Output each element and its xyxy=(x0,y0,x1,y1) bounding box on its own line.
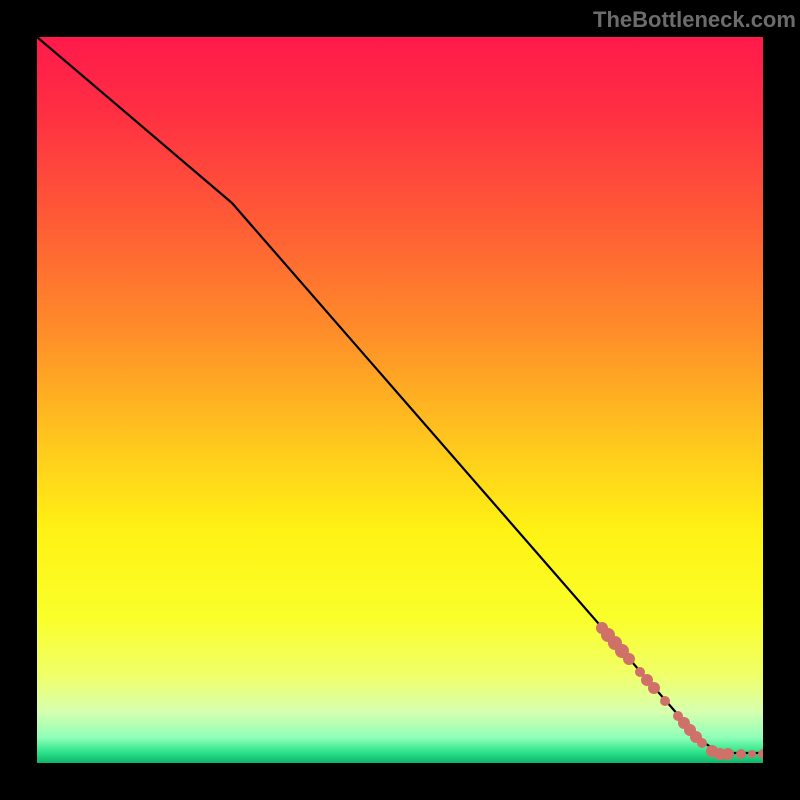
data-marker xyxy=(748,750,756,758)
data-marker xyxy=(623,653,635,665)
data-marker xyxy=(758,749,763,759)
data-marker xyxy=(736,749,746,759)
data-marker xyxy=(697,738,707,748)
data-marker xyxy=(722,748,734,760)
data-marker xyxy=(648,682,660,694)
bottleneck-curve xyxy=(37,37,763,753)
data-marker xyxy=(660,696,670,706)
plot-area xyxy=(37,37,763,763)
watermark-text: TheBottleneck.com xyxy=(593,7,796,33)
chart-overlay xyxy=(37,37,763,763)
